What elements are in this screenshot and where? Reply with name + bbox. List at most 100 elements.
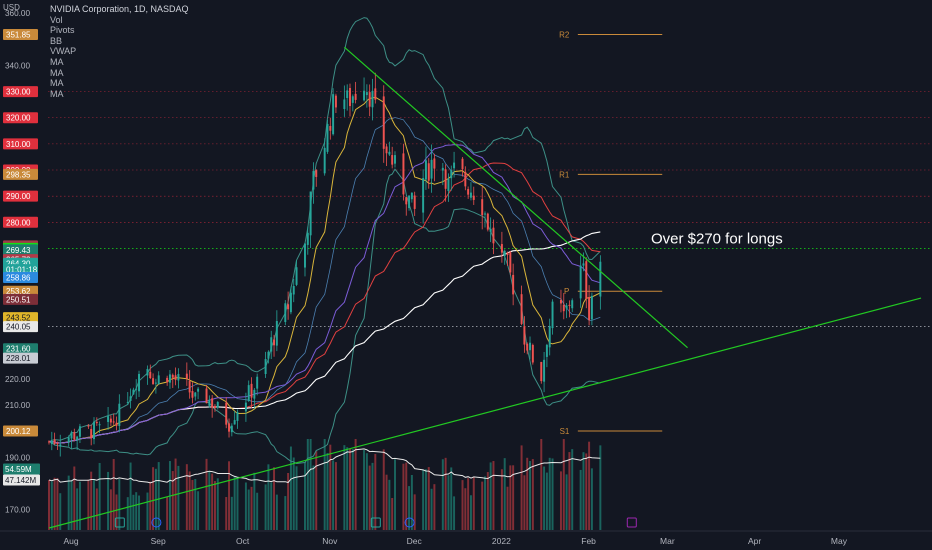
trendline-descending[interactable] [343,46,688,349]
candle-body [469,192,472,198]
volume-bar [433,484,436,530]
candle-body [90,428,93,439]
bollinger-lower [48,168,601,465]
candle-body [115,422,118,426]
candle-body [489,228,492,232]
x-tick-label: Oct [236,536,250,546]
indicator-vwap[interactable]: VWAP [50,46,77,57]
event-marker-icon[interactable] [151,517,162,528]
volume-bar [149,481,152,530]
price-badge-label: 231.60 [6,345,31,354]
candle-body [149,371,152,379]
x-tick-label: Mar [660,536,675,546]
candle-body [562,304,565,312]
volume-bar [492,461,495,530]
pivot-levels: R2 R1 P S1 [559,31,663,436]
volume-bar [188,471,191,530]
candle-body [132,389,135,395]
volume-badge [3,474,40,486]
volume-bar [332,460,335,530]
indicator-ma-1[interactable]: MA [50,56,64,67]
event-marker-icon[interactable] [404,517,415,528]
volume-bar [267,464,270,530]
volume-bar [343,445,346,530]
volume-bar [371,462,374,530]
candle-body [191,391,194,398]
candle-body [95,421,98,424]
price-badge-label: 200.12 [6,427,31,436]
volume-bar [351,449,354,530]
volume-bar [365,453,368,530]
candle-body [441,167,444,171]
currency-label: USD [3,3,20,12]
indicator-ma-2[interactable]: MA [50,67,64,78]
volume-bar [413,494,416,530]
price-badge [3,343,38,355]
candle-body [126,402,129,404]
y-tick-label: 360.00 [5,9,30,18]
volume-bar [270,482,273,530]
candle-body [306,232,309,245]
candle-body [548,325,551,348]
candle-body [289,292,292,313]
candle-body [430,159,433,179]
volume-bar [78,481,81,530]
candle-body [540,361,543,382]
price-badge-label: 250.51 [6,295,31,304]
indicator-ma-3[interactable]: MA [50,78,64,89]
y-tick-label: 170.00 [5,506,30,515]
x-tick-label: Feb [581,536,596,546]
event-marker-icon[interactable] [370,517,381,528]
candle-body [112,421,115,423]
indicator-vol[interactable]: Vol [50,14,63,25]
indicator-ma-4[interactable]: MA [50,88,64,99]
volume-bar [315,451,318,530]
trendline-ascending[interactable] [48,297,922,529]
candle-body [287,304,290,310]
candle-body [484,213,486,215]
volume-bar [472,477,475,530]
symbol-title[interactable]: NVIDIA Corporation, 1D, NASDAQ [50,4,189,14]
candle-body [334,95,337,108]
price-badge-label: 280.00 [6,218,31,227]
candle-body [273,339,276,346]
candle-body [444,169,447,189]
y-tick-label: 340.00 [5,61,30,70]
candle-body [329,126,332,131]
event-marker-icon[interactable] [114,517,125,528]
event-marker-icon[interactable] [626,517,637,528]
indicator-pivots[interactable]: Pivots [50,25,75,36]
candle-body [385,146,388,154]
indicator-bb[interactable]: BB [50,35,63,46]
volume-bar [523,475,526,530]
volume-bar [236,477,239,530]
candle-body [244,402,247,412]
candle-body [70,432,73,439]
price-badge [3,29,38,41]
volume-bar [194,479,197,530]
candle-body [208,399,211,406]
pivot-label-r2: R2 [559,31,570,40]
volume-bar [98,462,101,530]
candle-body [228,423,231,432]
candle-body [267,351,270,359]
candle-body [211,398,214,408]
candle-body [135,388,138,390]
x-tick-label: Sep [151,536,166,546]
candle-body [138,373,141,392]
volume-bar [244,482,247,530]
candle-body [374,88,377,100]
candle-body [171,374,174,378]
volume-bar [275,494,278,530]
volume-bar [48,480,50,530]
candle-body [467,189,470,195]
candle-body [410,192,413,200]
candle-body [394,155,396,164]
candle-body [529,342,532,351]
annotation-text[interactable]: Over $270 for longs [651,230,783,247]
volume-bar [548,457,551,530]
volume-bar [579,469,582,530]
candle-body [464,171,467,187]
candle-body [109,418,112,423]
